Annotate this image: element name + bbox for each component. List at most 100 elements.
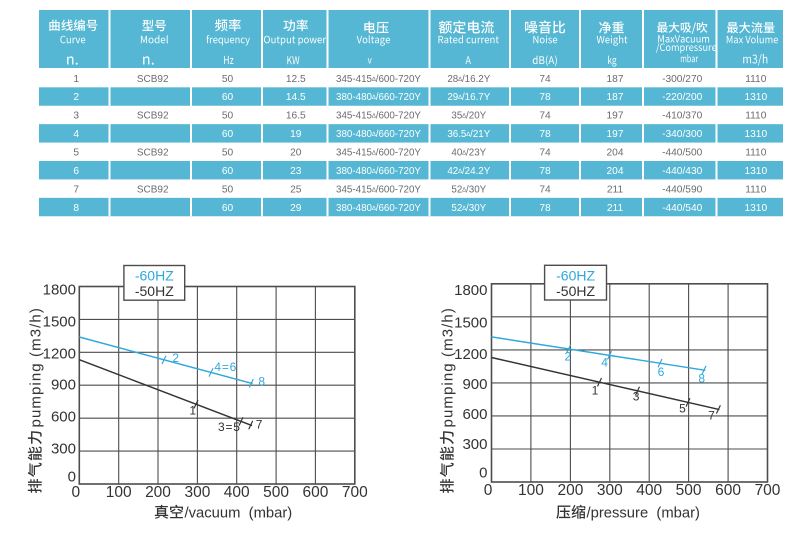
svg-text:50: 50: [222, 74, 234, 85]
svg-text:1310: 1310: [744, 166, 767, 177]
svg-text:60: 60: [222, 92, 234, 103]
svg-text:5: 5: [679, 402, 686, 416]
svg-text:0: 0: [68, 469, 76, 486]
svg-text:1500: 1500: [454, 314, 487, 331]
svg-text:-340/300: -340/300: [662, 129, 703, 140]
svg-text:SCB92: SCB92: [137, 74, 169, 85]
svg-text:-440/590: -440/590: [662, 184, 703, 195]
svg-text:36.5∆/21Y: 36.5∆/21Y: [447, 129, 490, 140]
svg-text:50: 50: [222, 184, 234, 195]
svg-text:204: 204: [607, 166, 624, 177]
svg-text:35∆/20Y: 35∆/20Y: [451, 111, 486, 122]
svg-text:-410/370: -410/370: [662, 111, 703, 122]
svg-text:-50HZ: -50HZ: [556, 283, 595, 299]
svg-text:200: 200: [145, 484, 171, 501]
svg-text:8: 8: [698, 372, 705, 386]
svg-text:600: 600: [462, 406, 487, 423]
svg-text:500: 500: [676, 482, 702, 499]
svg-text:0: 0: [71, 484, 80, 501]
svg-text:40∆/23Y: 40∆/23Y: [451, 148, 486, 159]
svg-text:/vacuum (mbar): /vacuum (mbar): [185, 506, 293, 522]
svg-text:900: 900: [51, 377, 76, 394]
svg-text:14.5: 14.5: [286, 92, 306, 103]
svg-text:3=5: 3=5: [218, 420, 241, 434]
svg-text:7: 7: [708, 409, 715, 423]
svg-text:pumping (m3/h): pumping (m3/h): [440, 307, 457, 427]
svg-text:74: 74: [539, 148, 551, 159]
svg-text:600: 600: [51, 408, 76, 425]
svg-text:380-480∆/660-720Y: 380-480∆/660-720Y: [336, 92, 421, 103]
svg-text:345-415∆/600-720Y: 345-415∆/600-720Y: [336, 111, 421, 122]
svg-text:1800: 1800: [43, 281, 76, 298]
svg-text:60: 60: [222, 129, 234, 140]
svg-text:29∆/16.7Y: 29∆/16.7Y: [447, 92, 490, 103]
svg-text:4: 4: [601, 356, 608, 370]
svg-text:345-415∆/600-720Y: 345-415∆/600-720Y: [336, 184, 421, 195]
svg-text:12.5: 12.5: [286, 74, 306, 85]
svg-text:74: 74: [539, 74, 551, 85]
svg-text:345-415∆/600-720Y: 345-415∆/600-720Y: [336, 148, 421, 159]
svg-text:50: 50: [222, 148, 234, 159]
svg-text:8: 8: [73, 203, 79, 214]
svg-text:7: 7: [73, 184, 79, 195]
svg-text:200: 200: [557, 482, 583, 499]
svg-text:0: 0: [484, 482, 493, 499]
svg-text:8: 8: [258, 375, 265, 389]
svg-text:60: 60: [222, 203, 234, 214]
svg-text:0: 0: [479, 465, 487, 482]
svg-text:1: 1: [73, 74, 79, 85]
svg-text:4=6: 4=6: [214, 360, 237, 374]
svg-text:20: 20: [290, 148, 302, 159]
svg-text:1310: 1310: [744, 129, 767, 140]
svg-text:19: 19: [290, 129, 302, 140]
svg-text:42∆/24.2Y: 42∆/24.2Y: [447, 166, 490, 177]
svg-text:1800: 1800: [454, 282, 487, 299]
svg-text:400: 400: [636, 482, 662, 499]
svg-text:5: 5: [73, 148, 79, 159]
svg-text:3: 3: [633, 390, 640, 404]
svg-text:SCB92: SCB92: [137, 111, 169, 122]
svg-text:1500: 1500: [43, 314, 76, 331]
svg-text:4: 4: [73, 129, 79, 140]
svg-text:600: 600: [302, 484, 328, 501]
svg-text:-440/540: -440/540: [662, 203, 703, 214]
svg-text:23: 23: [290, 166, 302, 177]
svg-text:211: 211: [607, 184, 624, 195]
svg-text:pumping (m3/h): pumping (m3/h): [28, 307, 45, 427]
svg-text:2: 2: [73, 92, 79, 103]
svg-text:700: 700: [342, 484, 368, 501]
svg-text:78: 78: [539, 203, 551, 214]
svg-text:300: 300: [462, 436, 487, 453]
svg-text:29: 29: [290, 203, 302, 214]
svg-text:187: 187: [607, 92, 624, 103]
svg-text:-50HZ: -50HZ: [135, 283, 174, 299]
svg-text:-60HZ: -60HZ: [135, 268, 174, 284]
svg-text:100: 100: [106, 484, 132, 501]
svg-text:7: 7: [256, 418, 263, 432]
svg-text:-220/200: -220/200: [662, 92, 703, 103]
svg-text:700: 700: [755, 482, 781, 499]
svg-text:1310: 1310: [744, 92, 767, 103]
svg-text:/pressure (mbar): /pressure (mbar): [587, 506, 701, 522]
svg-text:600: 600: [715, 482, 741, 499]
svg-text:SCB92: SCB92: [137, 184, 169, 195]
svg-text:78: 78: [539, 166, 551, 177]
svg-text:204: 204: [607, 148, 624, 159]
svg-text:25: 25: [290, 184, 302, 195]
svg-text:197: 197: [607, 111, 624, 122]
svg-text:1110: 1110: [745, 111, 766, 122]
svg-text:300: 300: [51, 440, 76, 457]
svg-text:1310: 1310: [744, 203, 767, 214]
svg-text:345-415∆/600-720Y: 345-415∆/600-720Y: [336, 74, 421, 85]
svg-text:78: 78: [539, 129, 551, 140]
svg-text:-60HZ: -60HZ: [556, 268, 595, 284]
svg-text:78: 78: [539, 92, 551, 103]
svg-text:52∆/30Y: 52∆/30Y: [451, 184, 486, 195]
svg-text:2: 2: [565, 350, 572, 364]
svg-text:1200: 1200: [43, 345, 76, 362]
svg-text:50: 50: [222, 111, 234, 122]
svg-text:900: 900: [462, 376, 487, 393]
svg-text:300: 300: [184, 484, 210, 501]
svg-text:6: 6: [73, 166, 79, 177]
svg-text:100: 100: [518, 482, 544, 499]
